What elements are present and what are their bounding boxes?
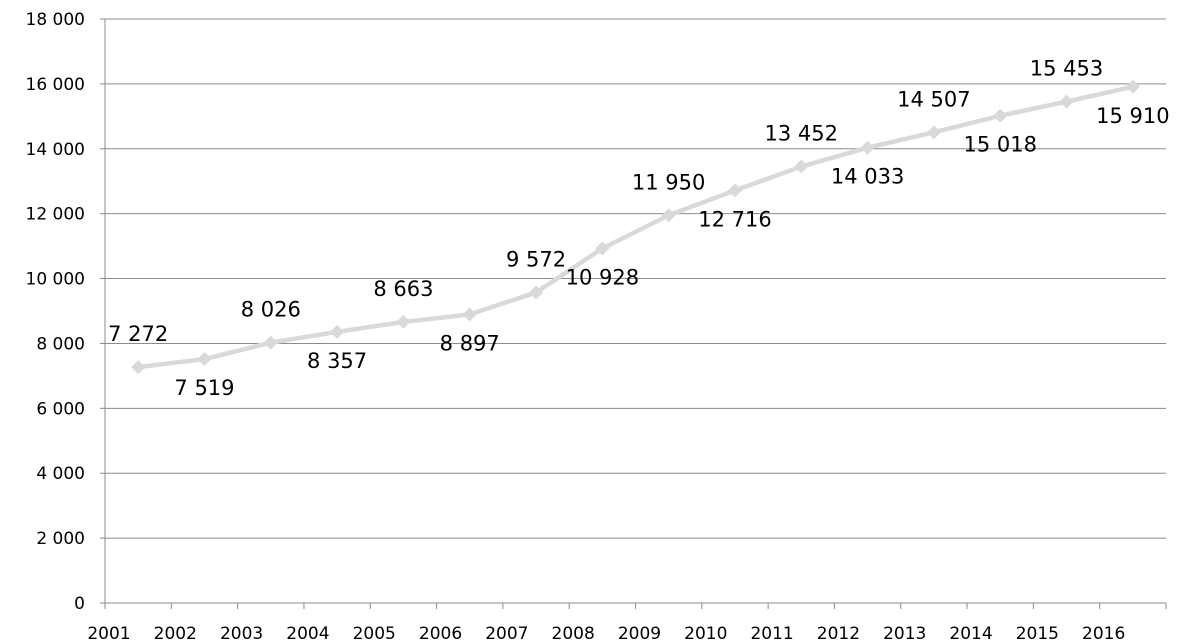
y-tick-label: 16 000 [26,75,85,95]
data-point-marker [197,352,212,367]
x-tick-label: 2012 [817,624,860,643]
series-layer [131,79,1140,375]
data-point-marker [131,360,146,375]
data-label: 9 572 [506,247,566,271]
data-point-marker [926,125,941,140]
data-label: 8 897 [440,331,500,355]
x-tick-label: 2002 [154,624,197,643]
data-point-marker [529,285,544,300]
data-point-marker [595,241,610,256]
x-tick-label: 2010 [684,624,727,643]
series-line [137,84,1134,370]
data-label: 14 033 [831,165,904,189]
data-label: 12 716 [698,207,771,231]
y-tick-label: 12 000 [26,205,85,225]
y-tick-label: 2 000 [36,529,85,549]
x-tick-label: 2014 [949,624,992,643]
data-point-marker [263,335,278,350]
data-point-marker [794,159,809,174]
data-point-marker [1125,79,1140,94]
data-point-marker [993,108,1008,123]
x-tick-label: 2013 [883,624,926,643]
axis-layer: 0 2 000 4 000 6 000 8 000 10 000 12 000 14 000 1… [26,10,1167,643]
data-label: 10 928 [566,265,639,289]
data-label: 7 272 [108,322,168,346]
data-label: 15 453 [1030,57,1103,81]
data-label: 13 452 [765,122,838,146]
x-tick-label: 2015 [1016,624,1059,643]
x-tick-label: 2003 [220,624,263,643]
x-tick-label: 2005 [353,624,396,643]
x-tick-label: 2004 [286,624,329,643]
data-point-marker [661,208,676,223]
data-label: 8 663 [373,277,433,301]
data-label: 8 357 [307,349,367,373]
x-tick-label: 2008 [552,624,595,643]
y-tick-label: 8 000 [36,334,85,354]
x-tick-label: 2001 [87,624,130,643]
data-point-marker [396,314,411,329]
data-label: 14 507 [897,87,970,111]
data-point-marker [1059,94,1074,109]
data-point-marker [860,140,875,155]
y-tick-label: 18 000 [26,10,85,30]
y-tick-label: 4 000 [36,464,85,484]
data-point-marker [727,183,742,198]
data-label: 11 950 [632,170,705,194]
x-tick-label: 2011 [750,624,793,643]
data-label: 15 018 [963,133,1036,157]
y-tick-label: 0 [74,594,85,614]
y-tick-label: 6 000 [36,399,85,419]
x-tick-label: 2006 [419,624,462,643]
data-label: 15 910 [1096,104,1169,128]
data-point-marker [462,307,477,322]
x-tick-label: 2007 [485,624,528,643]
data-label: 7 519 [174,376,234,400]
x-tick-label: 2009 [618,624,661,643]
y-tick-label: 14 000 [26,140,85,160]
grid-layer [105,18,1166,539]
data-point-marker [330,324,345,339]
data-label: 8 026 [241,298,301,322]
x-tick-label: 2016 [1082,624,1125,643]
y-tick-label: 10 000 [26,270,85,290]
